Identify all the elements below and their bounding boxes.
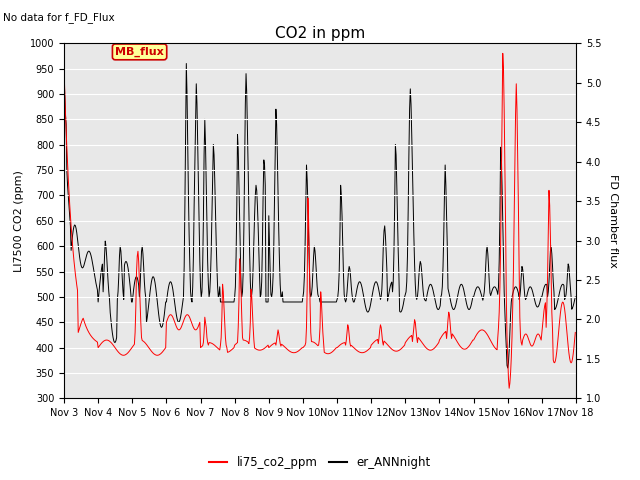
Text: No data for f_FD_Flux: No data for f_FD_Flux (3, 12, 115, 23)
Legend: li75_co2_ppm, er_ANNnight: li75_co2_ppm, er_ANNnight (205, 452, 435, 474)
Y-axis label: FD Chamber flux: FD Chamber flux (608, 174, 618, 268)
Y-axis label: LI7500 CO2 (ppm): LI7500 CO2 (ppm) (14, 170, 24, 272)
Text: MB_flux: MB_flux (115, 47, 164, 57)
Title: CO2 in ppm: CO2 in ppm (275, 25, 365, 41)
